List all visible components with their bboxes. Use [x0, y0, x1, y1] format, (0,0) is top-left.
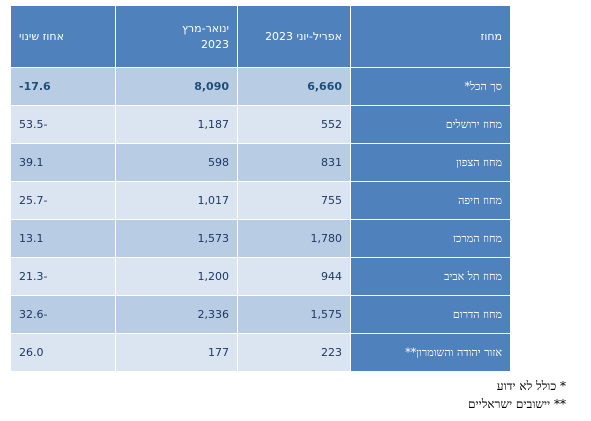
- header-q1: ינואר-מרץ 2023: [115, 5, 238, 68]
- cell-change: 26.0: [10, 333, 116, 372]
- cell-q2: 1,780: [237, 219, 351, 258]
- cell-q1: 1,017: [115, 181, 238, 220]
- table-row: 39.1 598 831 מחוז הצפון: [10, 143, 511, 182]
- cell-q2: 831: [237, 143, 351, 182]
- cell-q1: 2,336: [115, 295, 238, 334]
- header-district: מחוז: [350, 5, 511, 68]
- cell-district: מחוז ירושלים: [350, 105, 511, 144]
- cell-district: מחוז המרכז: [350, 219, 511, 258]
- table-row: 21.3- 1,200 944 מחוז תל אביב: [10, 257, 511, 296]
- cell-district: סך הכל*: [350, 67, 511, 106]
- cell-change: 53.5-: [10, 105, 116, 144]
- cell-q2: 755: [237, 181, 351, 220]
- cell-q2: 1,575: [237, 295, 351, 334]
- cell-district: מחוז חיפה: [350, 181, 511, 220]
- cell-change: -17.6: [10, 67, 116, 106]
- cell-q2: 6,660: [237, 67, 351, 106]
- district-table: אחוז שינוי ינואר-מרץ 2023 אפריל-יוני 202…: [10, 5, 511, 372]
- table-row-total: -17.6 8,090 6,660 סך הכל*: [10, 67, 511, 106]
- header-change: אחוז שינוי: [10, 5, 116, 68]
- cell-change: 32.6-: [10, 295, 116, 334]
- table-row: 32.6- 2,336 1,575 מחוז הדרום: [10, 295, 511, 334]
- cell-q1: 598: [115, 143, 238, 182]
- cell-district: אזור יהודה והשומרון**: [350, 333, 511, 372]
- cell-q1: 1,200: [115, 257, 238, 296]
- cell-q2: 552: [237, 105, 351, 144]
- cell-q1: 8,090: [115, 67, 238, 106]
- footnote-unknown: * כולל לא ידוע: [496, 379, 566, 393]
- header-q2: אפריל-יוני 2023: [237, 5, 351, 68]
- header-q1-line1: ינואר-מרץ: [181, 21, 229, 35]
- table-header-row: אחוז שינוי ינואר-מרץ 2023 אפריל-יוני 202…: [10, 5, 511, 68]
- cell-q1: 1,573: [115, 219, 238, 258]
- cell-change: 13.1: [10, 219, 116, 258]
- table-row: 13.1 1,573 1,780 מחוז המרכז: [10, 219, 511, 258]
- cell-district: מחוז הדרום: [350, 295, 511, 334]
- footnotes: * כולל לא ידוע ** יישובים ישראליים: [468, 377, 566, 413]
- table-row: 53.5- 1,187 552 מחוז ירושלים: [10, 105, 511, 144]
- cell-q1: 1,187: [115, 105, 238, 144]
- header-q1-line2: 2023: [201, 37, 229, 51]
- cell-q2: 944: [237, 257, 351, 296]
- footnote-settlements: ** יישובים ישראליים: [467, 397, 566, 411]
- table-row: 26.0 177 223 אזור יהודה והשומרון**: [10, 333, 511, 372]
- cell-q1: 177: [115, 333, 238, 372]
- cell-change: 21.3-: [10, 257, 116, 296]
- cell-change: 25.7-: [10, 181, 116, 220]
- cell-district: מחוז תל אביב: [350, 257, 511, 296]
- table-row: 25.7- 1,017 755 מחוז חיפה: [10, 181, 511, 220]
- cell-q2: 223: [237, 333, 351, 372]
- cell-district: מחוז הצפון: [350, 143, 511, 182]
- cell-change: 39.1: [10, 143, 116, 182]
